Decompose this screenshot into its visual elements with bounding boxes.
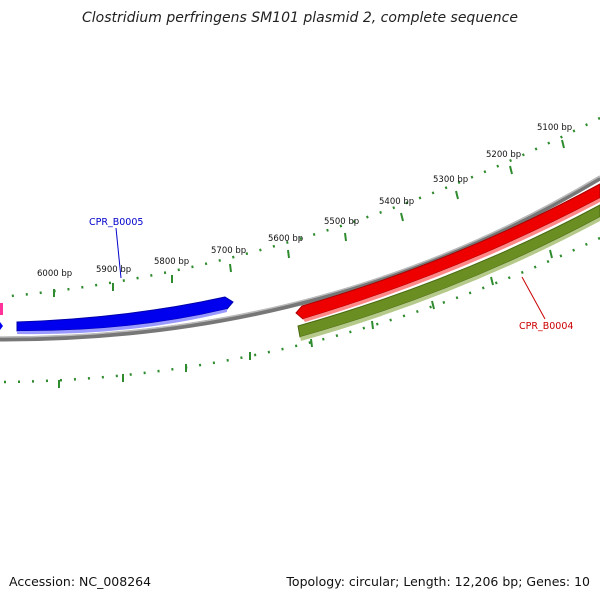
leader-cpr-b0004 bbox=[521, 276, 546, 320]
leader-cpr-b0005 bbox=[115, 227, 122, 279]
tick-label-5900: 5900 bp bbox=[96, 265, 131, 275]
tick-label-6000: 6000 bp bbox=[37, 269, 72, 279]
gene-cpr-b0005[interactable] bbox=[16, 296, 234, 335]
gene-cpr-b0004[interactable] bbox=[295, 183, 600, 322]
map-title: Clostridium perfringens SM101 plasmid 2,… bbox=[82, 10, 518, 26]
topology-summary-text: Topology: circular; Length: 12,206 bp; G… bbox=[286, 574, 590, 589]
backbone bbox=[0, 175, 600, 342]
accession-text: Accession: NC_008264 bbox=[9, 574, 152, 589]
tick-label-5100: 5100 bp bbox=[537, 123, 572, 133]
tick-label-5700: 5700 bp bbox=[211, 246, 246, 256]
inner-major-ticks bbox=[58, 249, 553, 388]
cds-band bbox=[297, 204, 600, 341]
tick-label-5200: 5200 bp bbox=[486, 150, 521, 160]
tick-labels: 5100 bp 5200 bp 5300 bp 5400 bp 5500 bp … bbox=[37, 123, 572, 279]
gene-label-cpr-b0004: CPR_B0004 bbox=[519, 321, 573, 332]
tick-label-5300: 5300 bp bbox=[433, 175, 468, 185]
outer-major-ticks bbox=[53, 139, 565, 297]
tick-label-5600: 5600 bp bbox=[268, 234, 303, 244]
tick-label-5800: 5800 bp bbox=[154, 257, 189, 267]
tick-label-5400: 5400 bp bbox=[379, 197, 414, 207]
outer-tick-ring bbox=[0, 116, 600, 299]
left-edge-markers bbox=[0, 303, 3, 330]
gene-label-cpr-b0005: CPR_B0005 bbox=[89, 217, 143, 228]
tick-label-5500: 5500 bp bbox=[324, 217, 359, 227]
